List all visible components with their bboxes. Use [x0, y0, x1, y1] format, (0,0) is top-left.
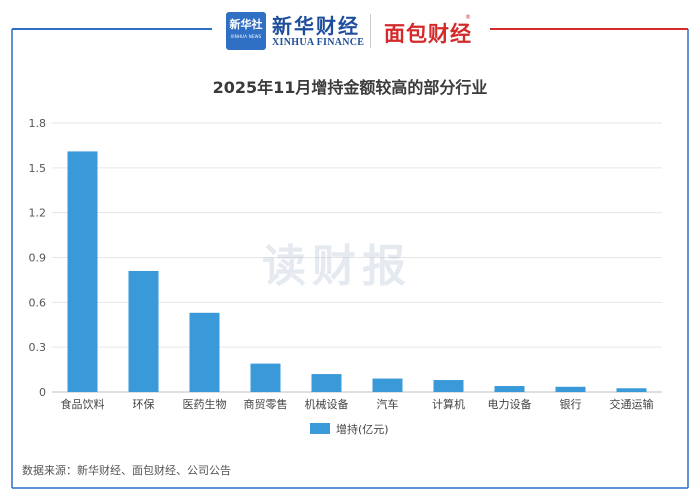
registered-mark: ®: [465, 14, 471, 21]
x-tick-label: 环保: [133, 397, 155, 411]
y-tick-label: 1.8: [29, 117, 47, 130]
bar: [616, 388, 647, 392]
x-tick-label: 医药生物: [183, 397, 227, 411]
y-tick-label: 1.2: [29, 207, 47, 220]
logo-divider: [370, 14, 371, 48]
x-tick-label: 汽车: [377, 397, 399, 411]
data-source-note: 数据来源：新华财经、面包财经、公司公告: [22, 464, 231, 477]
grid-layer: 0 0.3 0.6 0.9 1.2 1.5 1.8: [29, 117, 662, 399]
bar: [433, 380, 464, 392]
bar: [250, 363, 281, 392]
bar: [311, 374, 342, 392]
chart-title: 2025年11月增持金额较高的部分行业: [212, 78, 488, 97]
legend: 增持(亿元): [310, 422, 389, 436]
x-label-layer: 食品饮料 环保 医药生物 商贸零售 机械设备 汽车 计算机 电力设备 银行 交通运输: [61, 397, 654, 411]
x-tick-label: 电力设备: [488, 397, 532, 411]
bar: [189, 312, 220, 392]
y-tick-label: 0.9: [29, 252, 47, 265]
xinhua-finance-en: XINHUA FINANCE: [272, 37, 365, 48]
xinhua-badge-text: 新华社: [229, 18, 263, 31]
bar: [67, 151, 98, 392]
x-tick-label: 机械设备: [305, 397, 349, 411]
xinhua-news-logo: 新华社 XINHUA NEWS: [226, 12, 266, 50]
xinhua-badge-sub: XINHUA NEWS: [230, 34, 262, 39]
header-logos: 新华社 XINHUA NEWS 新华财经 XINHUA FINANCE 面包财经…: [0, 6, 700, 50]
y-tick-label: 0.3: [29, 341, 47, 354]
x-tick-label: 银行: [560, 397, 582, 411]
y-tick-label: 0: [39, 386, 46, 399]
bar: [128, 270, 159, 392]
legend-swatch: [310, 423, 330, 434]
x-tick-label: 交通运输: [610, 397, 654, 411]
bar-layer: [67, 151, 647, 392]
legend-label: 增持(亿元): [336, 422, 389, 436]
y-tick-label: 0.6: [29, 296, 47, 309]
x-tick-label: 食品饮料: [61, 397, 105, 411]
bar: [372, 378, 403, 392]
x-tick-label: 计算机: [432, 397, 465, 411]
mianbao-finance-logo: 面包财经: [384, 22, 472, 46]
watermark: 读财报: [262, 241, 412, 292]
bar: [555, 386, 586, 392]
y-tick-label: 1.5: [29, 162, 47, 175]
bar: [494, 386, 525, 392]
x-tick-label: 商贸零售: [244, 397, 288, 411]
xinhua-finance-name: 新华财经: [272, 14, 360, 38]
